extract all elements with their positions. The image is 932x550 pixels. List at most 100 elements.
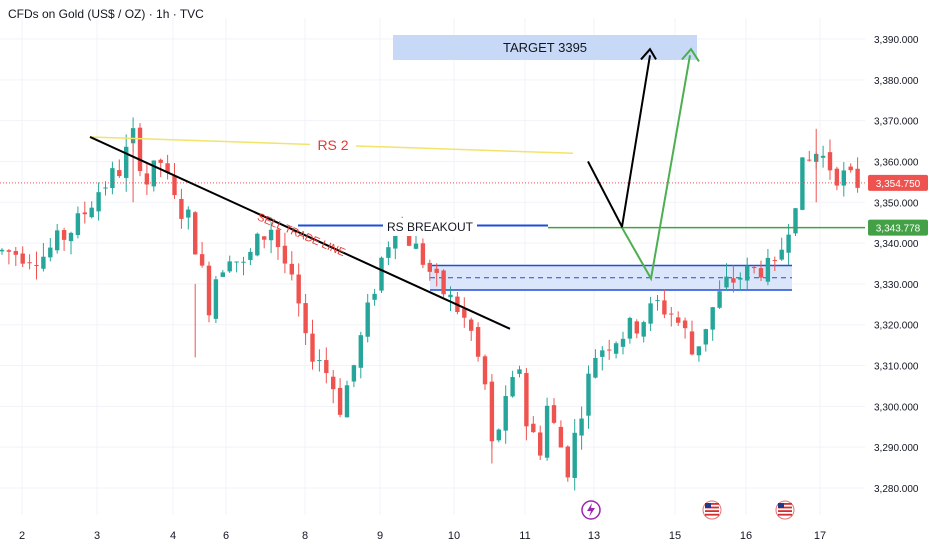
candle: [655, 295, 660, 311]
y-tick-label: 3,390.000: [874, 35, 919, 46]
candle: [20, 246, 25, 268]
price-axis[interactable]: 3,390.000 3,380.000 3,370.000 3,360.000 3,35…: [865, 0, 932, 550]
x-tick-label: 13: [588, 530, 600, 542]
candle: [524, 368, 529, 441]
candle-body: [13, 251, 18, 255]
green-arrowhead: [681, 47, 700, 62]
candle: [248, 248, 253, 266]
y-tick-label: 3,370.000: [874, 117, 919, 128]
candle-body: [372, 293, 377, 300]
candle: [710, 306, 715, 341]
candle: [600, 346, 605, 371]
candle: [75, 206, 81, 239]
candle: [855, 157, 860, 193]
candle-body: [255, 233, 260, 256]
x-tick-label: 9: [377, 530, 383, 542]
candle: [179, 188, 184, 229]
candle: [103, 181, 108, 196]
candle-body: [20, 253, 25, 264]
candle-body: [110, 168, 115, 189]
candle: [558, 420, 564, 448]
candle: [724, 263, 729, 291]
flag-stripe: [705, 506, 719, 509]
candle-body: [510, 377, 515, 397]
candle: [351, 364, 357, 388]
y-tick-label: 3,310.000: [874, 362, 919, 373]
flag-stripe: [778, 506, 792, 509]
candle: [745, 257, 750, 289]
candle-body: [751, 267, 757, 269]
candle-body: [199, 254, 205, 266]
candle: [213, 275, 219, 324]
candle-body: [634, 321, 639, 334]
candle-body: [68, 232, 74, 242]
candle-body: [676, 317, 681, 323]
event-badges[interactable]: [581, 500, 795, 520]
candle: [358, 331, 363, 379]
candle: [393, 233, 398, 260]
candle: [110, 161, 115, 195]
annotation-zones: [393, 35, 792, 291]
candle-body: [627, 317, 633, 339]
chart-title: CFDs on Gold (US$ / OZ) · 1h · TVC: [8, 7, 204, 21]
candle: [779, 237, 784, 261]
candle-body: [282, 245, 288, 264]
candle-body: [793, 208, 798, 234]
candle: [158, 158, 163, 178]
candle: [565, 445, 570, 482]
candle-body: [41, 256, 46, 269]
candle-body: [317, 360, 322, 362]
candle-body: [544, 405, 550, 458]
flag-stripe: [705, 510, 719, 512]
candle-body: [648, 303, 653, 324]
y-tick-label: 3,340.000: [874, 239, 919, 250]
candle: [365, 293, 370, 343]
candle: [82, 201, 87, 224]
y-tick-label: 3,380.000: [874, 76, 919, 87]
y-tick-label: 3,300.000: [874, 402, 919, 413]
candle: [662, 289, 667, 319]
us-flag-icon: [775, 500, 795, 520]
candle: [55, 224, 60, 254]
candle: [193, 211, 198, 255]
candle: [317, 349, 322, 372]
candle: [0, 248, 5, 255]
candle-body: [193, 212, 198, 255]
candle: [634, 319, 639, 339]
time-axis[interactable]: 2 3 4 6 8 9 10 11 13 15 16 17: [0, 524, 932, 550]
time-axis-bg: [0, 524, 932, 550]
candle: [220, 270, 225, 277]
candle-body: [724, 276, 729, 288]
candle-body: [351, 365, 357, 382]
candle-body: [496, 429, 501, 441]
candle-body: [696, 346, 702, 356]
candle-body: [579, 418, 584, 436]
candle: [427, 259, 432, 281]
candle: [648, 296, 653, 332]
candle-body: [248, 251, 253, 260]
candle-body: [117, 170, 122, 177]
candle-body: [779, 249, 784, 260]
candle: [538, 425, 543, 461]
candle: [68, 231, 74, 255]
candle: [48, 237, 53, 262]
candle: [137, 123, 143, 177]
candle-body: [186, 209, 191, 218]
candle-body: [689, 331, 695, 355]
current-price-tag: [868, 174, 928, 191]
candle-body: [565, 446, 570, 478]
candle-body: [717, 291, 722, 308]
candle-body: [303, 303, 308, 334]
candle: [731, 265, 736, 293]
candle: [738, 272, 743, 291]
candle: [820, 145, 826, 168]
current-price-label: 3,354.750: [876, 179, 921, 190]
candle-body: [220, 272, 225, 277]
candle: [199, 242, 205, 268]
candle: [827, 139, 833, 180]
rs2-label: RS 2: [317, 137, 348, 153]
candle-body: [337, 387, 343, 415]
candle: [510, 370, 515, 398]
y-tick-label: 3,280.000: [874, 484, 919, 495]
